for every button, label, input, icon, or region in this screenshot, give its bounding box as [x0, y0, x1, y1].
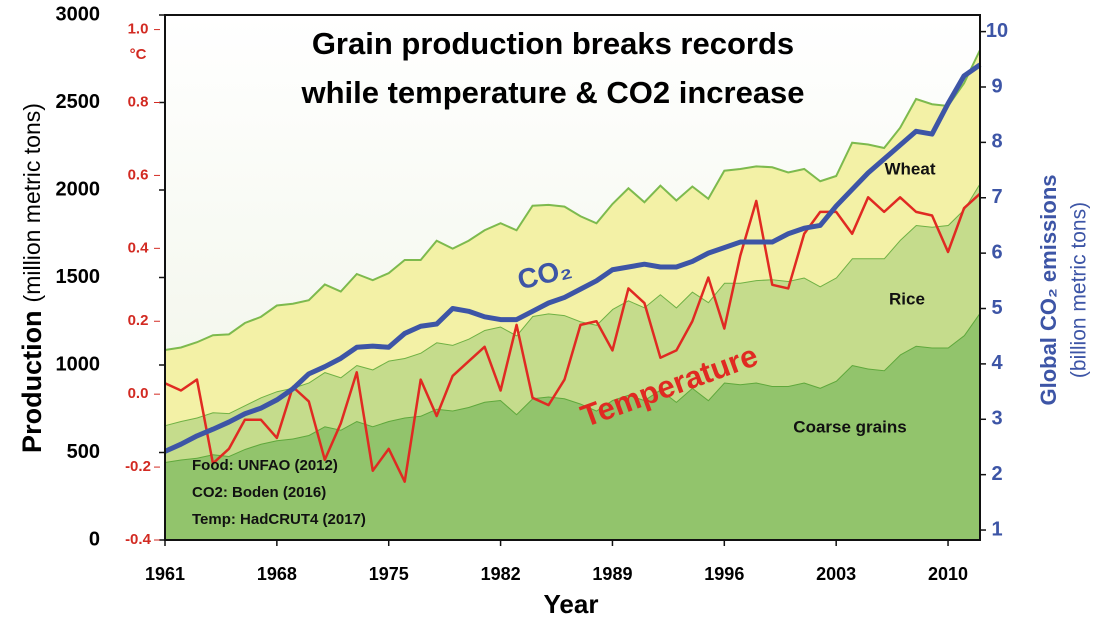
y-axis-label-main: Production: [17, 310, 47, 453]
x-tick-label: 2003: [816, 564, 856, 584]
y-tick-label: 2500: [56, 91, 101, 113]
chart-title: while temperature & CO2 increase: [300, 75, 804, 110]
area: [165, 183, 980, 462]
y3-axis-label: Global CO₂ emissions: [1036, 174, 1061, 405]
y2-unit: °C: [130, 46, 147, 63]
y3-tick-label: 5: [991, 297, 1002, 319]
chart-title: Grain production breaks records: [312, 26, 794, 61]
series-label: Coarse grains: [793, 417, 906, 436]
y3-tick-label: 8: [991, 131, 1002, 153]
y3-tick-label: 6: [991, 241, 1002, 263]
y2-tick-label: -0.4: [125, 531, 152, 548]
y2-tick-label: 1.0: [128, 21, 149, 38]
y-axis-label-unit: (million metric tons): [19, 103, 45, 302]
y-axis-label: Production (million metric tons): [17, 103, 47, 453]
y2-tick-label: 0.0: [128, 385, 149, 402]
x-tick-label: 1982: [481, 564, 521, 584]
x-tick-label: 1968: [257, 564, 297, 584]
y3-tick-label: 9: [991, 75, 1002, 97]
y3-tick-label: 3: [991, 408, 1002, 430]
area: [165, 50, 980, 426]
x-tick-label: 1989: [592, 564, 632, 584]
line: [163, 62, 982, 454]
y-tick-label: 0: [89, 528, 100, 550]
y-tick-label: 1000: [56, 353, 101, 375]
x-tick-label: 1961: [145, 564, 185, 584]
source-note: Temp: HadCRUT4 (2017): [192, 511, 366, 528]
area: [165, 312, 980, 540]
y2-tick-label: 0.2: [128, 312, 149, 329]
y-tick-label: 3000: [56, 3, 101, 25]
x-axis-label: Year: [544, 589, 599, 619]
y-tick-label: 1500: [56, 266, 101, 288]
y-tick-label: 2000: [56, 178, 101, 200]
y3-tick-label: 10: [986, 20, 1008, 42]
source-note: CO2: Boden (2016): [192, 484, 326, 501]
series-label: Rice: [889, 289, 925, 308]
x-tick-label: 1996: [704, 564, 744, 584]
source-note: Food: UNFAO (2012): [192, 457, 338, 474]
y2-tick-label: -0.2: [125, 458, 151, 475]
y2-tick-label: 0.8: [128, 93, 149, 110]
y3-tick-label: 2: [991, 463, 1002, 485]
x-tick-label: 2010: [928, 564, 968, 584]
y3-tick-label: 1: [991, 518, 1002, 540]
y2-tick-label: 0.4: [128, 239, 150, 256]
y3-axis-label-unit: (billion metric tons): [1068, 202, 1091, 378]
line: [164, 192, 981, 483]
y-tick-label: 500: [67, 441, 100, 463]
plot-marks: [163, 49, 982, 540]
x-tick-label: 1975: [369, 564, 409, 584]
series-label: Wheat: [885, 159, 936, 178]
y3-tick-label: 7: [991, 186, 1002, 208]
area-edge: [164, 49, 981, 351]
y3-tick-label: 4: [991, 352, 1003, 374]
y2-tick-label: 0.6: [128, 166, 149, 183]
